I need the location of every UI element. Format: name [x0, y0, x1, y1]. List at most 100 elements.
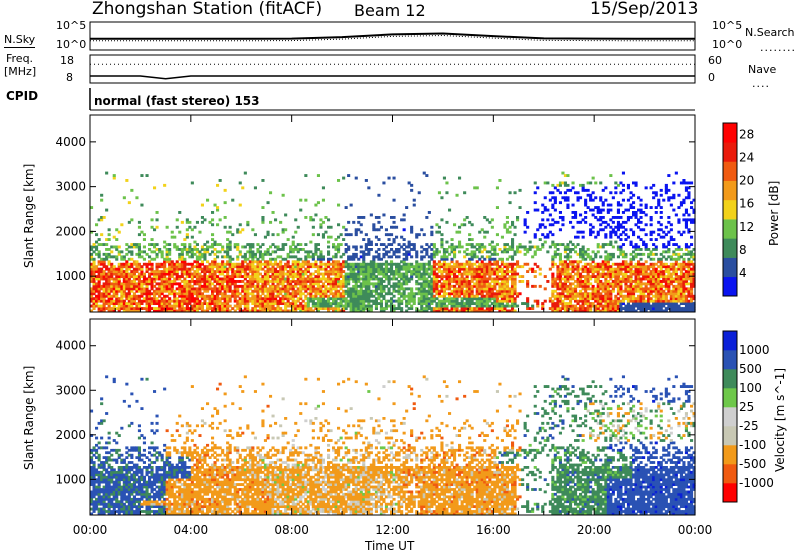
power-cell	[475, 294, 479, 298]
power-cell	[480, 265, 484, 269]
power-cell	[173, 235, 177, 239]
power-cell	[384, 304, 388, 308]
power-cell	[339, 284, 343, 288]
power-cell	[604, 233, 608, 237]
power-cell	[344, 307, 348, 310]
power-cell	[296, 287, 300, 291]
power-cell	[624, 260, 628, 264]
power-cell	[180, 302, 184, 305]
power-cell	[369, 240, 373, 244]
power-cell	[589, 228, 593, 232]
power-cell	[503, 250, 507, 254]
power-cell	[299, 307, 303, 310]
power-cell	[211, 275, 215, 278]
power-cell	[586, 307, 590, 310]
power-cell	[188, 225, 192, 229]
power-cell	[500, 289, 504, 293]
power-cell	[258, 302, 262, 305]
power-cell	[634, 213, 638, 217]
power-cell	[543, 225, 547, 229]
power-cell	[221, 267, 225, 271]
power-cell	[263, 284, 267, 288]
power-cell	[649, 289, 653, 293]
power-cell	[319, 280, 323, 283]
power-cell	[208, 284, 212, 288]
power-cell	[299, 280, 303, 283]
power-cell	[291, 250, 295, 254]
power-cell	[611, 307, 615, 310]
power-cell	[256, 243, 260, 246]
power-cell	[571, 262, 575, 266]
power-cell	[306, 302, 310, 305]
power-cell	[296, 307, 300, 310]
power-cell	[621, 171, 625, 175]
power-cell	[430, 289, 434, 293]
power-cell	[175, 265, 179, 269]
power-cell	[599, 216, 603, 219]
power-cell	[453, 270, 457, 273]
power-cell	[301, 262, 305, 266]
power-cell	[500, 272, 504, 276]
power-cell	[422, 302, 426, 305]
power-cell	[553, 294, 557, 298]
power-cell	[604, 275, 608, 278]
power-cell	[163, 297, 167, 301]
power-cell	[359, 230, 363, 234]
power-cell	[130, 287, 134, 291]
power-cell	[168, 307, 172, 310]
power-cell	[493, 304, 497, 308]
power-cell	[97, 267, 101, 271]
power-cell	[286, 302, 290, 305]
power-cell	[349, 265, 353, 269]
power-cell	[581, 309, 585, 313]
power-cell	[221, 297, 225, 301]
power-cell	[132, 282, 136, 286]
power-cell	[566, 206, 570, 209]
power-cell	[97, 304, 101, 308]
power-cell	[581, 188, 585, 192]
power-cell	[387, 176, 391, 180]
power-cell	[321, 302, 325, 305]
power-cell	[301, 299, 305, 303]
power-cell	[327, 277, 331, 281]
power-cell	[372, 299, 376, 303]
power-cell	[384, 299, 388, 303]
power-cell	[294, 255, 298, 259]
power-cell	[316, 201, 320, 205]
power-cell	[604, 294, 608, 298]
power-cell	[551, 223, 555, 227]
power-cell	[163, 307, 167, 310]
power-cell	[236, 280, 240, 283]
power-cell	[566, 277, 570, 281]
power-cell	[392, 225, 396, 229]
power-cell	[576, 307, 580, 310]
power-cell	[155, 211, 159, 214]
power-cell	[609, 255, 613, 259]
power-cell	[437, 265, 441, 269]
power-cell	[251, 292, 255, 296]
power-cell	[637, 220, 641, 224]
power-cell	[140, 284, 144, 288]
power-cell	[236, 267, 240, 271]
power-cell	[299, 277, 303, 281]
power-cell	[584, 275, 588, 278]
power-cell	[228, 294, 232, 298]
power-cell	[271, 243, 275, 246]
power-cell	[470, 265, 474, 269]
power-cell	[407, 243, 411, 246]
power-cell	[450, 257, 454, 261]
power-cell	[558, 275, 562, 278]
power-cell	[155, 302, 159, 305]
power-cell	[629, 275, 633, 278]
power-cell	[170, 262, 174, 266]
power-cell	[422, 282, 426, 286]
power-cell	[372, 265, 376, 269]
power-cell	[165, 248, 169, 251]
power-cell	[634, 255, 638, 259]
power-cell	[95, 270, 99, 273]
power-cell	[112, 272, 116, 276]
power-cell	[586, 193, 590, 197]
power-cell	[266, 267, 270, 271]
power-cell	[435, 282, 439, 286]
power-cell	[372, 257, 376, 261]
